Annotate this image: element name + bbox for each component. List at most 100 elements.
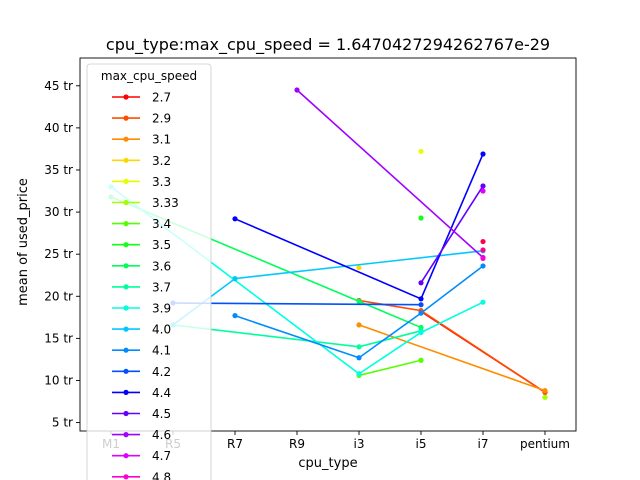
data-point <box>480 263 486 269</box>
y-tick-label: 10 tr <box>44 373 73 387</box>
legend-label: 3.1 <box>152 133 171 147</box>
series <box>356 322 548 394</box>
series-line <box>420 185 484 284</box>
x-tick-label: R9 <box>289 437 305 451</box>
legend-label: 3.33 <box>152 196 179 210</box>
y-tick-label: 40 tr <box>44 121 73 135</box>
legend-label: 4.6 <box>152 428 171 442</box>
data-point <box>232 313 238 319</box>
legend-label: 3.3 <box>152 175 171 189</box>
series <box>418 148 424 155</box>
x-axis-label: cpu_type <box>298 456 357 471</box>
data-point <box>232 276 238 282</box>
series <box>480 255 486 261</box>
y-tick-label: 45 tr <box>44 79 73 93</box>
legend-item: 3.2 <box>112 154 171 168</box>
data-point <box>232 216 238 222</box>
legend-swatch-marker <box>123 115 129 121</box>
legend-label: 4.0 <box>152 323 171 337</box>
y-tick-label: 35 tr <box>44 163 73 177</box>
legend-swatch-marker <box>123 221 129 227</box>
data-point <box>480 151 486 157</box>
series-line <box>234 265 484 359</box>
series <box>232 263 486 361</box>
legend-item: 4.1 <box>112 344 171 358</box>
legend-item: 2.7 <box>112 91 171 105</box>
data-point <box>480 188 486 194</box>
data-point <box>418 302 424 308</box>
data-point <box>480 247 486 253</box>
y-axis-label: mean of used_price <box>16 178 31 306</box>
data-point <box>418 148 424 155</box>
series <box>480 247 486 253</box>
legend-swatch-marker <box>123 389 129 395</box>
legend-swatch-marker <box>123 242 129 248</box>
legend-label: 3.7 <box>152 280 171 294</box>
legend-label: 4.2 <box>152 365 171 379</box>
series-line <box>234 153 484 300</box>
legend-label: 3.9 <box>152 302 171 316</box>
x-tick-label: pentium <box>520 437 570 451</box>
legend-label: 2.7 <box>152 91 171 105</box>
plot-frame <box>79 57 577 432</box>
legend-swatch-marker <box>123 474 129 480</box>
series <box>294 87 486 261</box>
x-tick-label: i7 <box>478 437 489 451</box>
series <box>480 188 486 194</box>
series-line <box>358 299 546 393</box>
legend: max_cpu_speed 2.7 2.9 3.1 3.2 3.3 3.33 3.4 3.5 3.… <box>86 63 212 480</box>
data-point <box>418 215 424 221</box>
legend-swatch-marker <box>123 326 129 332</box>
y-tick-label: 25 tr <box>44 247 73 261</box>
legend-item: 4.4 <box>112 386 171 400</box>
legend-swatch-marker <box>123 410 129 417</box>
series <box>418 183 486 286</box>
legend-swatch-marker <box>123 178 129 184</box>
data-point <box>356 322 362 328</box>
data-point <box>356 344 362 350</box>
series <box>480 238 486 245</box>
legend-label: 3.4 <box>152 217 171 231</box>
x-tick-label: i3 <box>354 437 365 451</box>
chart-title: cpu_type:max_cpu_speed = 1.6470427294262… <box>106 35 550 55</box>
legend-item: 3.33 <box>112 196 179 210</box>
data-point <box>480 238 486 245</box>
legend-item: 4.5 <box>112 407 171 421</box>
legend-swatch-marker <box>123 136 129 142</box>
legend-item: 4.6 <box>112 428 171 442</box>
y-axis: 5 tr 10 tr 15 tr 20 tr 25 tr 30 tr 35 tr 40 tr 4… <box>44 79 80 430</box>
legend-swatch-marker <box>123 94 129 100</box>
data-point <box>356 265 362 271</box>
legend-label: 3.2 <box>152 154 171 168</box>
series-layer <box>108 87 548 400</box>
data-point <box>418 310 424 316</box>
series-line <box>172 302 422 306</box>
legend-swatch-marker <box>123 284 129 290</box>
series <box>356 265 362 271</box>
legend-swatch-marker <box>123 432 129 438</box>
legend-swatch-marker <box>123 305 129 311</box>
y-tick-label: 5 tr <box>52 416 73 430</box>
legend-item: 3.6 <box>112 259 171 273</box>
series-line <box>358 359 422 377</box>
legend-item: 3.9 <box>112 302 171 316</box>
legend-label: 4.8 <box>152 470 171 480</box>
data-point <box>480 255 486 261</box>
data-point <box>480 299 486 305</box>
series <box>418 215 424 221</box>
legend-item: 3.7 <box>112 280 171 294</box>
y-tick-label: 20 tr <box>44 289 73 303</box>
legend-item: 4.2 <box>112 365 171 379</box>
legend-swatch-marker <box>123 368 129 374</box>
data-point <box>356 298 362 304</box>
legend-item: 3.3 <box>112 175 171 189</box>
legend-label: 2.9 <box>152 112 171 126</box>
legend-item: 4.8 <box>112 470 171 480</box>
y-tick-label: 30 tr <box>44 205 73 219</box>
series-line <box>358 324 546 392</box>
series <box>232 151 486 302</box>
legend-swatch-marker <box>123 263 129 269</box>
legend-item: 4.7 <box>112 449 171 463</box>
legend-label: 4.7 <box>152 449 171 463</box>
legend-title: max_cpu_speed <box>101 69 197 83</box>
